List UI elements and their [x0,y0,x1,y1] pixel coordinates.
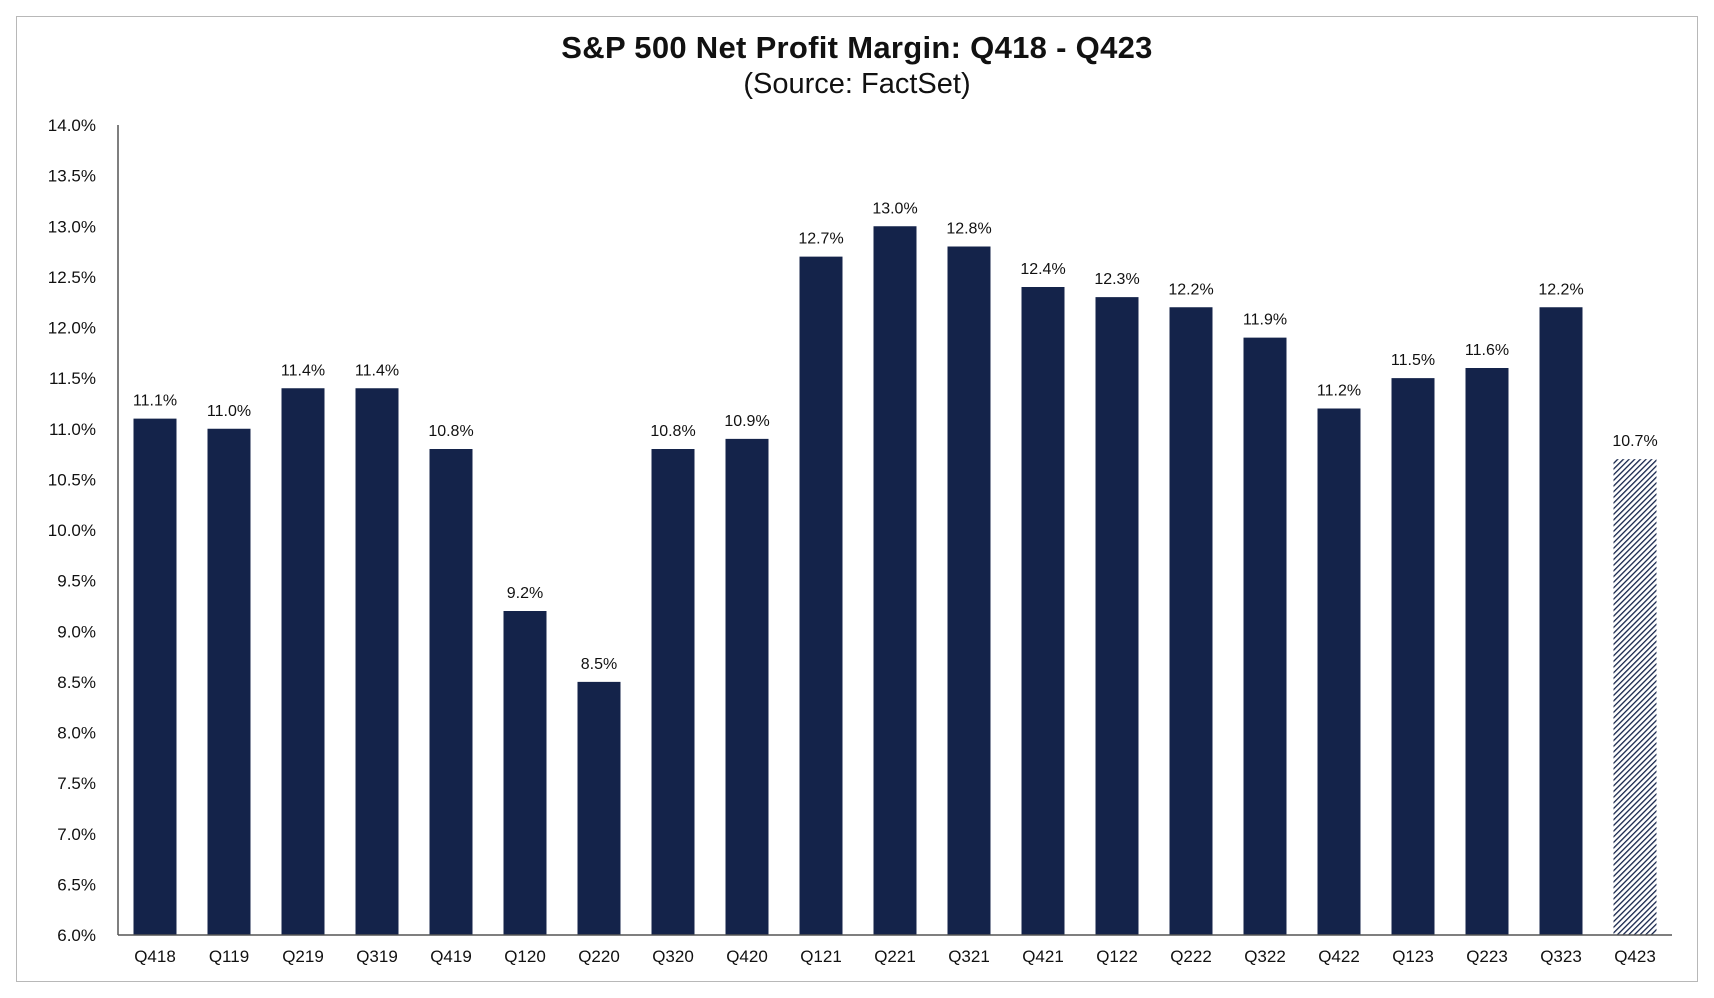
data-label-q322: 11.9% [1243,312,1287,329]
y-tick-label: 12.0% [48,319,96,338]
data-label-q122: 12.3% [1094,271,1139,288]
bar-q120 [503,611,547,935]
bar-q122 [1095,297,1139,935]
data-label-q123: 11.5% [1391,352,1435,369]
data-label-q220: 8.5% [581,656,617,673]
y-tick-label: 11.5% [49,369,96,388]
data-label-q223: 11.6% [1465,342,1509,359]
data-label-q422: 11.2% [1317,383,1361,400]
x-tick-label-q121: Q121 [800,947,842,966]
data-label-q120: 9.2% [507,585,543,602]
y-tick-label: 7.0% [57,825,96,844]
bar-q320 [651,449,695,935]
bar-q221 [873,226,917,935]
data-label-q119: 11.0% [207,403,251,420]
x-tick-label-q421: Q421 [1022,947,1064,966]
bar-q422 [1317,408,1361,935]
bar-q419 [429,449,473,935]
x-tick-label-q418: Q418 [134,947,176,966]
data-label-q320: 10.8% [650,423,695,440]
y-tick-label: 13.5% [48,167,96,186]
x-tick-label-q319: Q319 [356,947,398,966]
x-tick-label-q222: Q222 [1170,947,1212,966]
bar-q321 [947,246,991,935]
x-tick-label-q220: Q220 [578,947,620,966]
data-label-q423: 10.7% [1612,433,1657,450]
data-label-q319: 11.4% [355,362,399,379]
x-tick-label-q219: Q219 [282,947,324,966]
y-tick-label: 9.0% [57,622,96,641]
y-tick-label: 9.5% [57,572,96,591]
x-tick-label-q122: Q122 [1096,947,1138,966]
y-tick-label: 6.5% [57,875,96,894]
x-tick-label-q119: Q119 [209,947,249,966]
y-tick-label: 12.5% [48,268,96,287]
x-tick-label-q422: Q422 [1318,947,1360,966]
chart-title: S&P 500 Net Profit Margin: Q418 - Q423 [561,30,1153,65]
data-label-q321: 12.8% [946,221,991,238]
bar-q222 [1169,307,1213,935]
x-tick-label-q323: Q323 [1540,947,1582,966]
y-tick-label: 11.0% [49,420,96,439]
x-tick-label-q223: Q223 [1466,947,1508,966]
bar-q219 [281,388,325,935]
y-tick-label: 10.5% [48,470,96,489]
bar-q220 [577,681,621,935]
bar-q323 [1539,307,1583,935]
data-label-q418: 11.1% [133,393,177,410]
data-label-q420: 10.9% [724,413,769,430]
x-tick-label-q320: Q320 [652,947,694,966]
bar-q121 [799,256,843,935]
bar-q423 [1613,459,1657,935]
chart-subtitle: (Source: FactSet) [743,68,971,100]
bar-q322 [1243,337,1287,935]
data-label-q221: 13.0% [872,200,917,217]
bar-q421 [1021,287,1065,935]
y-tick-label: 7.5% [57,774,96,793]
y-tick-label: 8.0% [57,724,96,743]
data-label-q219: 11.4% [281,362,325,379]
y-tick-label: 14.0% [48,116,96,135]
bar-q418 [133,418,177,935]
data-label-q419: 10.8% [428,423,473,440]
x-tick-label-q321: Q321 [948,947,990,966]
data-label-q323: 12.2% [1538,281,1583,298]
bar-q223 [1465,368,1509,935]
bar-q123 [1391,378,1435,935]
bar-q319 [355,388,399,935]
y-tick-label: 10.0% [48,521,96,540]
x-tick-label-q322: Q322 [1244,947,1286,966]
x-tick-label-q420: Q420 [726,947,768,966]
x-tick-label-q419: Q419 [430,947,472,966]
bar-q119 [207,428,251,935]
data-label-q421: 12.4% [1020,261,1065,278]
x-tick-label-q123: Q123 [1392,947,1434,966]
y-tick-label: 13.0% [48,217,96,236]
data-label-q222: 12.2% [1168,281,1213,298]
x-tick-label-q423: Q423 [1614,947,1656,966]
data-label-q121: 12.7% [798,231,843,248]
x-tick-label-q120: Q120 [504,947,546,966]
x-tick-label-q221: Q221 [874,947,916,966]
bar-q420 [725,438,769,935]
y-tick-label: 8.5% [57,673,96,692]
y-tick-label: 6.0% [57,926,96,945]
